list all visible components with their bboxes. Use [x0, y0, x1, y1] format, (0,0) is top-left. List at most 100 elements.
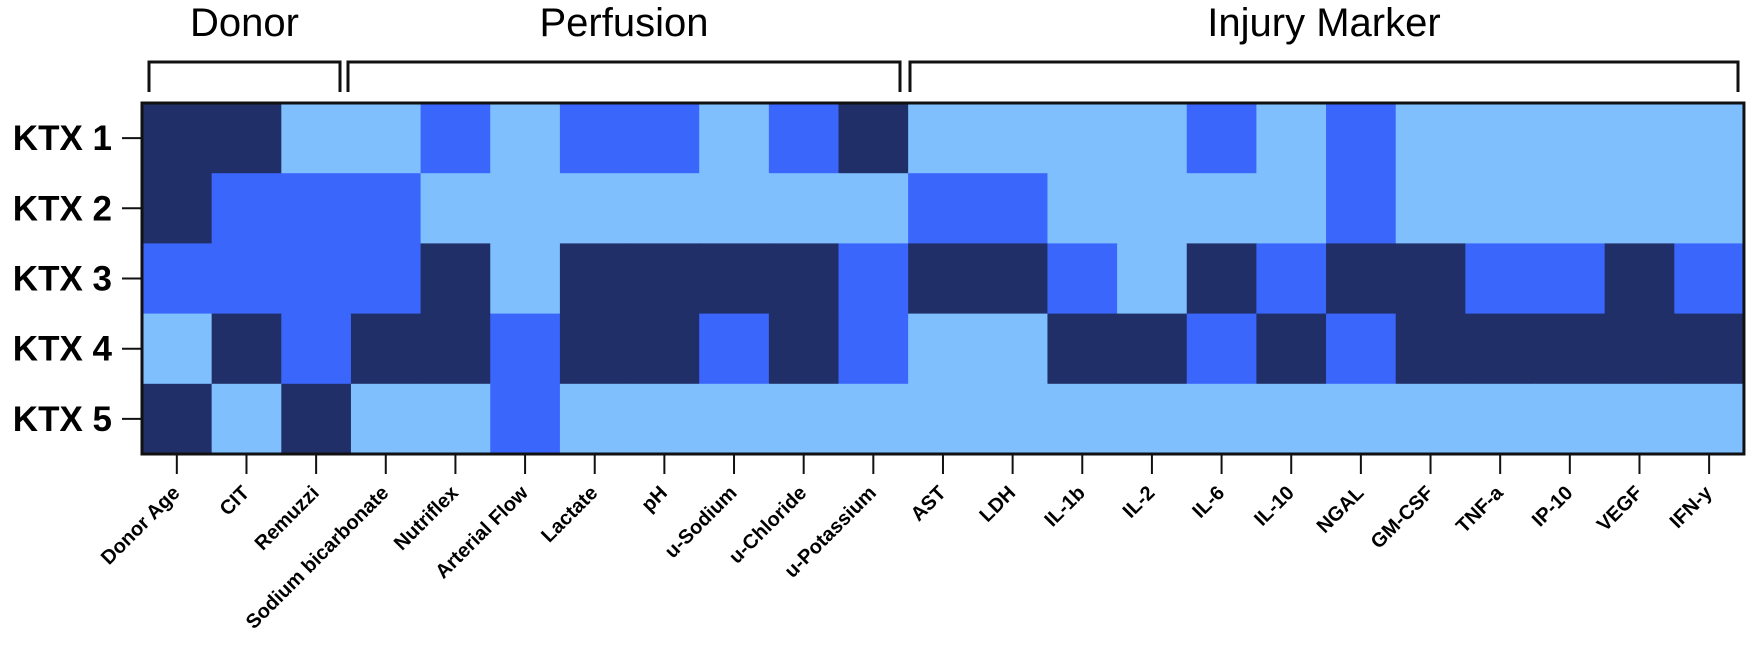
heatmap-cell-ktx-2-il-10: [1256, 173, 1327, 244]
row-labels: KTX 1 KTX 2 KTX 3 KTX 4 KTX 5: [13, 119, 113, 439]
heatmap-cell-ktx-1-donor-age: [142, 103, 213, 174]
group-bracket-donor: [147, 60, 342, 92]
heatmap-cell-ktx-4-ifn-y: [1674, 313, 1745, 385]
heatmap-cell-ktx-5-ast: [908, 383, 979, 455]
heatmap-cell-ktx-2-tnf-a: [1465, 173, 1536, 244]
heatmap-cell-ktx-3-cit: [211, 243, 282, 315]
column-label-tnf-a: TNF-a: [1452, 481, 1508, 537]
heatmap-cell-ktx-4-ldh: [977, 313, 1049, 385]
heatmap-cell-ktx-5-ifn-y: [1674, 383, 1745, 455]
heatmap-cell-ktx-1-remuzzi: [281, 103, 352, 174]
heatmap-cell-ktx-4-vegf: [1604, 313, 1675, 385]
heatmap-cell-ktx-1-il-10: [1256, 103, 1327, 174]
heatmap-cell-ktx-5-ip-10: [1535, 383, 1606, 455]
group-brackets: Donor Perfusion Injury Marker: [147, 1, 1740, 92]
column-label-remuzzi: Remuzzi: [251, 482, 324, 555]
group-bracket-perfusion: [346, 60, 902, 92]
heatmap-cell-ktx-4-ip-10: [1535, 313, 1606, 385]
heatmap-cell-ktx-1-lactate: [559, 103, 631, 174]
heatmap-cell-ktx-2-ast: [908, 173, 979, 244]
heatmap-cell-ktx-3-ldh: [977, 243, 1049, 315]
heatmap-cell-ktx-5-il-6: [1186, 383, 1257, 455]
heatmap-cell-ktx-4-u-chloride: [768, 313, 840, 385]
heatmap-cell-ktx-1-u-potassium: [838, 103, 909, 174]
heatmap-cell-ktx-4-u-sodium: [699, 313, 770, 385]
column-label-ph: pH: [637, 482, 671, 516]
heatmap-cell-ktx-4-ngal: [1326, 313, 1397, 385]
heatmap-cell-ktx-1-nutriflex: [420, 103, 491, 174]
column-label-ifn-y: IFN-y: [1666, 481, 1718, 533]
heatmap-cell-ktx-4-u-potassium: [838, 313, 909, 385]
heatmap-cell-ktx-4-gm-csf: [1395, 313, 1466, 385]
heatmap-cell-ktx-3-nutriflex: [420, 243, 491, 315]
heatmap-cells: [142, 103, 1745, 455]
heatmap-cell-ktx-5-vegf: [1604, 383, 1675, 455]
heatmap-cell-ktx-3-vegf: [1604, 243, 1675, 315]
column-label-ip-10: IP-10: [1528, 482, 1577, 531]
heatmap-cell-ktx-3-il-6: [1186, 243, 1257, 315]
heatmap-cell-ktx-5-donor-age: [142, 383, 213, 455]
heatmap-cell-ktx-2-lactate: [559, 173, 631, 244]
heatmap-cell-ktx-1-u-sodium: [699, 103, 770, 174]
column-label-il-6: IL-6: [1188, 482, 1229, 523]
heatmap-cell-ktx-1-arterial-flow: [490, 103, 561, 174]
heatmap-cell-ktx-4-il-1b: [1047, 313, 1118, 385]
column-label-ldh: LDH: [976, 482, 1021, 527]
heatmap-cell-ktx-3-ngal: [1326, 243, 1397, 315]
heatmap-cell-ktx-2-il-2: [1117, 173, 1188, 244]
heatmap-cell-ktx-2-u-sodium: [699, 173, 770, 244]
heatmap-cell-ktx-1-cit: [211, 103, 282, 174]
heatmap-cell-ktx-2-cit: [211, 173, 282, 244]
heatmap-cell-ktx-4-lactate: [559, 313, 631, 385]
heatmap-cell-ktx-4-ph: [629, 313, 700, 385]
column-label-il-1b: IL-1b: [1040, 482, 1089, 531]
heatmap-cell-ktx-3-donor-age: [142, 243, 213, 315]
heatmap-cell-ktx-5-gm-csf: [1395, 383, 1466, 455]
heatmap-cell-ktx-4-sodium-bicarbonate: [350, 313, 422, 385]
heatmap-cell-ktx-5-lactate: [559, 383, 631, 455]
heatmap-cell-ktx-3-il-1b: [1047, 243, 1118, 315]
heatmap-cell-ktx-5-cit: [211, 383, 282, 455]
heatmap-cell-ktx-4-ast: [908, 313, 979, 385]
row-label-ktx-5: KTX 5: [13, 400, 112, 439]
heatmap-cell-ktx-4-remuzzi: [281, 313, 352, 385]
group-label-perfusion: Perfusion: [540, 1, 709, 45]
column-label-gm-csf: GM-CSF: [1367, 482, 1438, 553]
heatmap-cell-ktx-5-tnf-a: [1465, 383, 1536, 455]
heatmap-cell-ktx-5-il-1b: [1047, 383, 1118, 455]
column-label-il-2: IL-2: [1119, 482, 1160, 523]
heatmap-cell-ktx-1-ph: [629, 103, 700, 174]
heatmap-cell-ktx-5-il-10: [1256, 383, 1327, 455]
heatmap-cell-ktx-5-remuzzi: [281, 383, 352, 455]
row-label-ktx-4: KTX 4: [13, 330, 113, 369]
heatmap-cell-ktx-2-remuzzi: [281, 173, 352, 244]
heatmap-cell-ktx-1-il-6: [1186, 103, 1257, 174]
heatmap-cell-ktx-3-tnf-a: [1465, 243, 1536, 315]
heatmap-cell-ktx-5-u-potassium: [838, 383, 909, 455]
heatmap-cell-ktx-2-u-potassium: [838, 173, 909, 244]
heatmap-cell-ktx-3-gm-csf: [1395, 243, 1466, 315]
heatmap-cell-ktx-2-sodium-bicarbonate: [350, 173, 422, 244]
group-label-injury-marker: Injury Marker: [1207, 1, 1440, 45]
heatmap-cell-ktx-4-il-10: [1256, 313, 1327, 385]
heatmap-frame: [122, 101, 1746, 474]
heatmap-cell-ktx-5-u-sodium: [699, 383, 770, 455]
heatmap-cell-ktx-3-ifn-y: [1674, 243, 1745, 315]
heatmap-cell-ktx-1-il-1b: [1047, 103, 1118, 174]
heatmap-cell-ktx-3-u-sodium: [699, 243, 770, 315]
heatmap-cell-ktx-2-ifn-y: [1674, 173, 1745, 244]
heatmap-cell-ktx-3-ast: [908, 243, 979, 315]
column-label-ngal: NGAL: [1313, 482, 1369, 538]
heatmap-cell-ktx-2-ngal: [1326, 173, 1397, 244]
heatmap-cell-ktx-3-il-10: [1256, 243, 1327, 315]
heatmap-cell-ktx-4-cit: [211, 313, 282, 385]
column-label-nutriflex: Nutriflex: [390, 482, 463, 555]
column-label-cit: CIT: [216, 482, 254, 520]
heatmap-cell-ktx-4-il-6: [1186, 313, 1257, 385]
heatmap-cell-ktx-3-remuzzi: [281, 243, 352, 315]
group-bracket-injury-marker: [908, 60, 1740, 92]
column-label-vegf: VEGF: [1593, 482, 1647, 536]
heatmap-cell-ktx-1-tnf-a: [1465, 103, 1536, 174]
column-label-sodium-bicarbonate: Sodium bicarbonate: [242, 482, 393, 633]
